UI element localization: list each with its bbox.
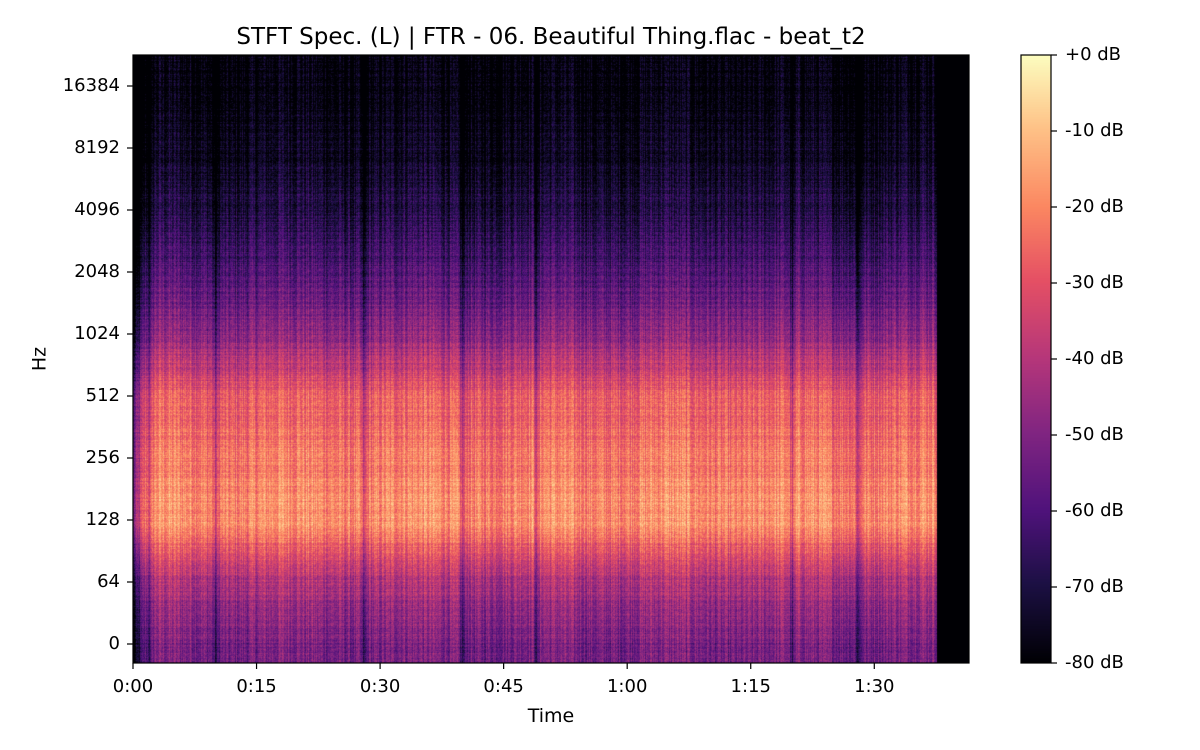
y-tick-label: 1024 <box>74 323 120 344</box>
x-tick-label: 1:00 <box>607 676 647 697</box>
colorbar-tick-label: -40 dB <box>1065 348 1124 369</box>
x-tick-label: 0:45 <box>483 676 523 697</box>
colorbar-tick-label: -20 dB <box>1065 196 1124 217</box>
y-axis: 0 64 128 256 512 1024 2048 4096 8192 16384 <box>63 75 133 654</box>
colorbar-tick-label: -50 dB <box>1065 424 1124 445</box>
y-tick-label: 64 <box>97 571 120 592</box>
colorbar-tick-label: -10 dB <box>1065 120 1124 141</box>
colorbar-tick-label: -60 dB <box>1065 500 1124 521</box>
x-tick-label: 1:15 <box>731 676 771 697</box>
x-tick-label: 0:15 <box>236 676 276 697</box>
x-tick-label: 0:30 <box>360 676 400 697</box>
x-axis: 0:00 0:15 0:30 0:45 1:00 1:15 1:30 <box>113 663 894 697</box>
spectrogram-plot <box>132 54 970 664</box>
y-tick-label: 8192 <box>74 137 120 158</box>
y-tick-label: 4096 <box>74 199 120 220</box>
y-tick-label: 128 <box>86 509 120 530</box>
colorbar-tick-label: +0 dB <box>1065 44 1121 65</box>
colorbar-gradient <box>1021 55 1051 663</box>
colorbar <box>1020 54 1052 664</box>
y-tick-label: 0 <box>109 633 120 654</box>
plot-frame <box>132 54 970 664</box>
colorbar-tick-label: -70 dB <box>1065 576 1124 597</box>
x-tick-label: 0:00 <box>113 676 153 697</box>
x-tick-label: 1:30 <box>854 676 894 697</box>
colorbar-ticks: +0 dB -10 dB -20 dB -30 dB -40 dB -50 dB -60 d… <box>1051 44 1124 673</box>
colorbar-tick-label: -30 dB <box>1065 272 1124 293</box>
y-axis-label: Hz <box>29 347 51 371</box>
spectrogram-heatmap <box>133 55 969 663</box>
colorbar-tick-label: -80 dB <box>1065 652 1124 673</box>
chart-title: STFT Spec. (L) | FTR - 06. Beautiful Thi… <box>236 24 865 50</box>
x-axis-label: Time <box>527 705 575 727</box>
y-tick-label: 256 <box>86 447 120 468</box>
y-tick-label: 512 <box>86 385 120 406</box>
y-tick-label: 2048 <box>74 261 120 282</box>
y-tick-label: 16384 <box>63 75 120 96</box>
